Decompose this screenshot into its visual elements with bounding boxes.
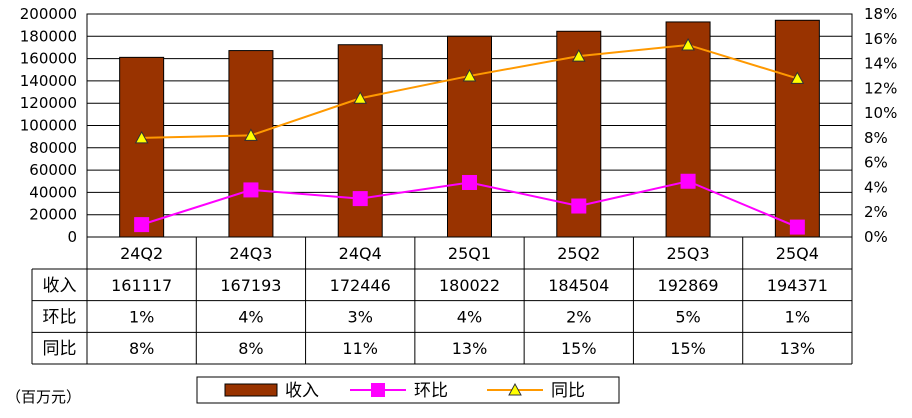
y-tick-label: 80000 — [29, 139, 77, 157]
legend-marker — [371, 383, 385, 397]
y2-tick-label: 6% — [864, 154, 888, 172]
table-cell: 184504 — [548, 276, 609, 295]
table-cell: 172446 — [330, 276, 391, 295]
table-cell: 1% — [129, 308, 154, 327]
legend: 收入 环比 同比 — [196, 376, 620, 404]
y-tick-label: 20000 — [29, 206, 77, 224]
bar-revenue-24Q3 — [228, 50, 274, 238]
y-tick-label: 120000 — [20, 94, 77, 112]
y2-tick-label: 18% — [864, 5, 897, 23]
table-cell: 161117 — [111, 276, 172, 295]
data-table: 24Q2 24Q3 24Q4 25Q1 25Q2 25Q3 25Q4 收入 161117 1671… — [31, 237, 853, 365]
y-tick-label: 180000 — [20, 27, 77, 45]
point-同比-25Q4 — [790, 71, 805, 84]
table-cell: 194371 — [767, 276, 828, 295]
table-cell: 4% — [457, 308, 482, 327]
x-tick-label: 25Q3 — [667, 244, 710, 263]
x-tick-label: 25Q2 — [557, 244, 600, 263]
legend-swatch-收入 — [224, 383, 278, 397]
table-cell: 167193 — [220, 276, 281, 295]
table-cell: 13% — [452, 339, 488, 358]
y-tick-label: 100000 — [20, 117, 77, 135]
unit-label: （百万元） — [6, 388, 81, 406]
table-cell: 192869 — [658, 276, 719, 295]
y-tick-label: 160000 — [20, 50, 77, 68]
table-cell: 3% — [348, 308, 373, 327]
legend-label: 收入 — [285, 381, 319, 401]
bar-revenue-25Q1 — [447, 35, 492, 238]
point-同比-25Q2 — [571, 49, 586, 62]
table-cell: 4% — [238, 308, 263, 327]
y-tick-label: 140000 — [20, 72, 77, 90]
bar-revenue-24Q2 — [119, 56, 165, 238]
table-cell: 15% — [670, 339, 706, 358]
point-同比-24Q3 — [244, 128, 258, 141]
y-tick-label: 40000 — [29, 183, 77, 201]
point-环比-25Q1 — [462, 174, 477, 190]
point-环比-25Q2 — [571, 198, 587, 214]
table-cell: 8% — [129, 339, 154, 358]
table-cell: 11% — [342, 339, 378, 358]
point-同比-25Q3 — [681, 37, 695, 51]
point-环比-25Q3 — [680, 173, 696, 189]
point-环比-24Q4 — [352, 191, 368, 207]
y2-tick-label: 2% — [864, 203, 888, 221]
legend-label: 环比 — [414, 381, 448, 401]
table-cell: 180022 — [439, 276, 500, 295]
table-cell: 8% — [238, 339, 263, 358]
table-cell: 15% — [561, 339, 597, 358]
table-cell: 5% — [675, 308, 700, 327]
table-row-label: 同比 — [43, 339, 77, 359]
y2-tick-label: 0% — [864, 228, 888, 246]
point-环比-25Q4 — [789, 219, 805, 235]
bar-revenue-25Q3 — [665, 21, 711, 238]
lines-layer — [134, 37, 805, 235]
bar-revenue-25Q4 — [774, 19, 820, 238]
axis-layer: 2000001800001600001400001200001000008000… — [20, 5, 898, 246]
point-环比-24Q2 — [134, 217, 150, 233]
y-tick-label: 200000 — [20, 5, 77, 23]
y2-tick-label: 8% — [864, 129, 888, 147]
x-tick-label: 24Q3 — [229, 244, 272, 263]
x-tick-label: 24Q2 — [120, 244, 163, 263]
y2-tick-label: 14% — [864, 55, 897, 73]
bar-revenue-24Q4 — [337, 44, 383, 238]
legend-label: 同比 — [551, 381, 585, 401]
y-tick-label: 60000 — [29, 161, 77, 179]
table-row-label: 环比 — [43, 308, 77, 328]
table-row-label: 收入 — [43, 276, 77, 296]
point-环比-24Q3 — [243, 182, 259, 198]
x-tick-label: 25Q1 — [448, 244, 491, 263]
legend-marker — [508, 382, 522, 396]
point-同比-25Q1 — [462, 68, 477, 82]
point-同比-24Q4 — [353, 91, 368, 104]
table-cell: 2% — [566, 308, 591, 327]
y2-tick-label: 12% — [864, 79, 897, 97]
table-cell: 13% — [780, 339, 816, 358]
x-tick-label: 24Q4 — [339, 244, 382, 263]
y2-tick-label: 4% — [864, 178, 888, 196]
y-tick-label: 0 — [67, 228, 77, 246]
point-同比-24Q2 — [134, 130, 149, 144]
x-tick-label: 25Q4 — [776, 244, 819, 263]
y2-tick-label: 10% — [864, 104, 897, 122]
y2-tick-label: 16% — [864, 30, 897, 48]
table-cell: 1% — [785, 308, 810, 327]
